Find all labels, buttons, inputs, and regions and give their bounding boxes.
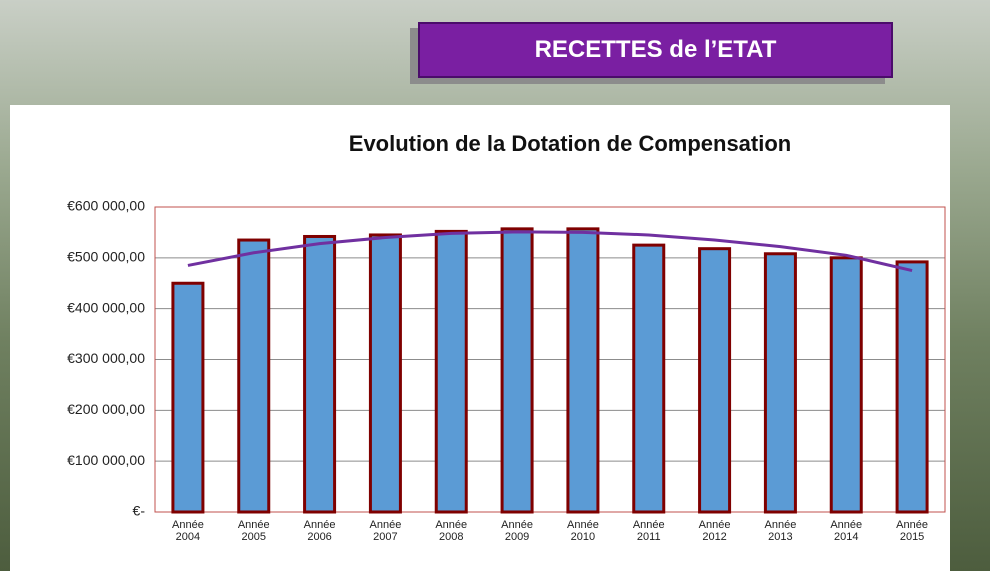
x-tick-label: Année 2010 <box>567 519 599 543</box>
x-tick-label: Année 2004 <box>172 519 204 543</box>
x-tick-label: Année 2012 <box>698 519 731 543</box>
y-tick-label: €- <box>133 503 146 519</box>
bar <box>566 227 600 514</box>
bar <box>303 234 337 514</box>
bar <box>500 227 534 514</box>
x-tick-label: Année 2014 <box>830 519 863 543</box>
bar <box>237 238 271 514</box>
trendline <box>187 230 913 273</box>
banner: RECETTES de l’ETAT <box>418 22 893 78</box>
bar <box>434 229 468 514</box>
x-tick-label: Année 2013 <box>764 519 797 543</box>
y-tick-label: €100 000,00 <box>67 452 145 468</box>
bar <box>829 256 863 514</box>
x-tick-label: Année 2008 <box>435 519 468 543</box>
y-tick-label: €400 000,00 <box>67 299 145 315</box>
x-tick-label: Année 2011 <box>632 519 665 543</box>
x-tick-label: Année 2006 <box>303 519 336 543</box>
chart-title: Evolution de la Dotation de Compensation <box>349 131 791 156</box>
bar <box>763 252 797 514</box>
y-tick-label: €600 000,00 <box>67 198 145 214</box>
x-tick-label: Année 2007 <box>369 519 402 543</box>
x-tick-label: Année 2015 <box>896 519 928 543</box>
x-tick-label: Année 2005 <box>237 519 270 543</box>
bar <box>171 281 205 514</box>
x-tick-label: Année 2009 <box>501 519 533 543</box>
bar <box>632 243 666 514</box>
y-tick-label: €500 000,00 <box>67 249 145 265</box>
bar <box>895 260 929 514</box>
y-tick-label: €200 000,00 <box>67 401 145 417</box>
plot-border <box>154 206 946 513</box>
y-tick-label: €300 000,00 <box>67 350 145 366</box>
bar <box>368 233 402 514</box>
bar <box>698 247 732 514</box>
